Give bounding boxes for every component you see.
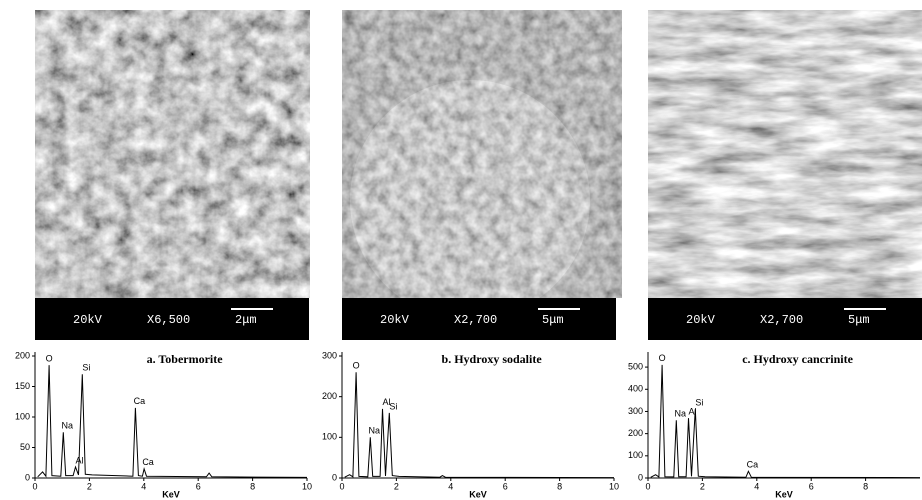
micrograph-c bbox=[648, 10, 922, 298]
x-tick-label: 2 bbox=[87, 481, 92, 491]
peak-label: Al bbox=[76, 455, 84, 465]
x-tick-label: 6 bbox=[196, 481, 201, 491]
peak-label: Na bbox=[62, 421, 74, 431]
x-axis-label: KeV bbox=[162, 489, 180, 499]
x-tick-label: 2 bbox=[394, 481, 399, 491]
scale: 5μm bbox=[542, 313, 564, 327]
peak-label: Ca bbox=[142, 457, 154, 467]
figure: 20kVX6,5002μm20kVX2,7005μm20kVX2,7005μm … bbox=[0, 0, 922, 500]
micrograph-b bbox=[342, 10, 622, 320]
spectrum-line bbox=[345, 372, 614, 477]
x-tick-label: 2 bbox=[700, 481, 705, 491]
chart-title: b. Hydroxy sodalite bbox=[442, 352, 543, 366]
y-tick-label: 100 bbox=[322, 432, 337, 442]
voltage: 20kV bbox=[686, 313, 716, 327]
magnification: X2,700 bbox=[454, 313, 497, 327]
x-tick-label: 8 bbox=[250, 481, 255, 491]
peak-label: Ca bbox=[747, 460, 759, 470]
x-axis-label: KeV bbox=[469, 489, 487, 499]
y-tick-label: 0 bbox=[332, 472, 337, 482]
x-tick-label: 8 bbox=[863, 481, 868, 491]
peak-label: O bbox=[659, 353, 666, 363]
x-tick-label: 4 bbox=[754, 481, 759, 491]
x-tick-label: 10 bbox=[609, 481, 619, 491]
peak-label: Al bbox=[689, 406, 697, 416]
magnification: X2,700 bbox=[760, 313, 803, 327]
y-tick-label: 0 bbox=[638, 472, 643, 482]
x-tick-label: 0 bbox=[645, 481, 650, 491]
micrograph-a bbox=[35, 10, 310, 298]
y-tick-label: 150 bbox=[15, 381, 30, 391]
y-tick-label: 0 bbox=[25, 472, 30, 482]
x-tick-label: 4 bbox=[448, 481, 453, 491]
x-tick-label: 6 bbox=[809, 481, 814, 491]
chart-title: a. Tobermorite bbox=[147, 352, 224, 366]
peak-label: Si bbox=[695, 398, 703, 408]
peak-label: O bbox=[46, 354, 53, 364]
scale: 2μm bbox=[235, 313, 257, 327]
y-tick-label: 300 bbox=[628, 406, 643, 416]
y-tick-label: 200 bbox=[322, 391, 337, 401]
x-tick-label: 0 bbox=[32, 481, 37, 491]
peak-label: Si bbox=[389, 401, 397, 411]
y-tick-label: 50 bbox=[20, 442, 30, 452]
y-tick-label: 100 bbox=[15, 411, 30, 421]
y-tick-label: 200 bbox=[15, 350, 30, 360]
spectrum-line bbox=[651, 365, 920, 478]
y-tick-label: 300 bbox=[322, 350, 337, 360]
peak-label: Si bbox=[82, 363, 90, 373]
voltage: 20kV bbox=[73, 313, 103, 327]
peak-label: Na bbox=[369, 426, 381, 436]
peak-label: O bbox=[353, 361, 360, 371]
y-tick-label: 200 bbox=[628, 428, 643, 438]
voltage: 20kV bbox=[380, 313, 410, 327]
y-tick-label: 400 bbox=[628, 384, 643, 394]
x-tick-label: 0 bbox=[339, 481, 344, 491]
x-tick-label: 6 bbox=[503, 481, 508, 491]
y-tick-label: 100 bbox=[628, 450, 643, 460]
x-tick-label: 4 bbox=[141, 481, 146, 491]
x-tick-label: 8 bbox=[557, 481, 562, 491]
y-tick-label: 500 bbox=[628, 361, 643, 371]
x-tick-label: 10 bbox=[302, 481, 312, 491]
scale: 5μm bbox=[848, 313, 870, 327]
x-axis-label: KeV bbox=[775, 489, 793, 499]
chart-title: c. Hydroxy cancrinite bbox=[742, 352, 853, 366]
magnification: X6,500 bbox=[147, 313, 190, 327]
sem-info-bars: 20kV X6,500 2μm 20kV X2,700 5μm 20kV X2,700 5μm bbox=[35, 298, 922, 340]
peak-label: Ca bbox=[134, 396, 146, 406]
peak-label: Na bbox=[675, 409, 687, 419]
